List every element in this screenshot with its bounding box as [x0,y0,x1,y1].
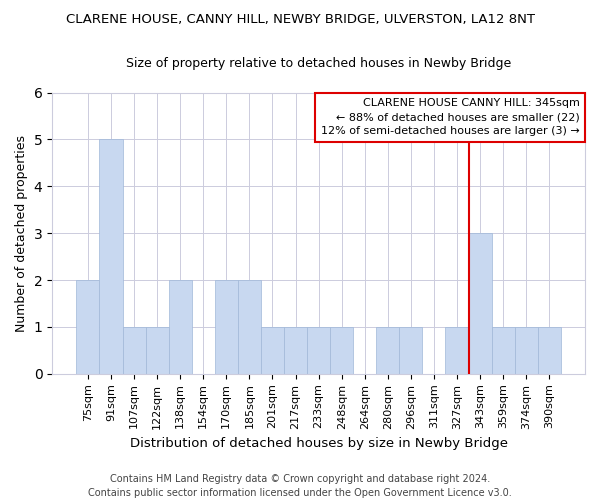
Text: CLARENE HOUSE, CANNY HILL, NEWBY BRIDGE, ULVERSTON, LA12 8NT: CLARENE HOUSE, CANNY HILL, NEWBY BRIDGE,… [65,12,535,26]
Y-axis label: Number of detached properties: Number of detached properties [15,134,28,332]
Bar [238,280,261,374]
Bar [376,327,400,374]
Bar [215,280,238,374]
Title: Size of property relative to detached houses in Newby Bridge: Size of property relative to detached ho… [126,58,511,70]
Bar [491,327,515,374]
Bar [330,327,353,374]
Bar [146,327,169,374]
Bar [261,327,284,374]
Bar [538,327,561,374]
Bar [169,280,192,374]
Bar [515,327,538,374]
Bar [307,327,330,374]
X-axis label: Distribution of detached houses by size in Newby Bridge: Distribution of detached houses by size … [130,437,508,450]
Bar [400,327,422,374]
Bar [445,327,469,374]
Bar [76,280,100,374]
Bar [100,140,122,374]
Text: CLARENE HOUSE CANNY HILL: 345sqm
← 88% of detached houses are smaller (22)
12% o: CLARENE HOUSE CANNY HILL: 345sqm ← 88% o… [321,98,580,136]
Bar [284,327,307,374]
Bar [469,233,491,374]
Bar [122,327,146,374]
Text: Contains HM Land Registry data © Crown copyright and database right 2024.
Contai: Contains HM Land Registry data © Crown c… [88,474,512,498]
